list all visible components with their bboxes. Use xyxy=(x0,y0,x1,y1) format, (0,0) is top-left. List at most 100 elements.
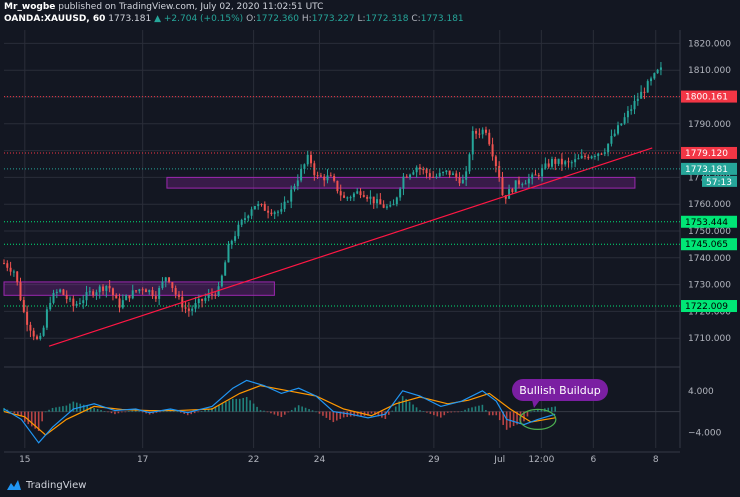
macd-histogram-bar xyxy=(13,411,16,414)
resistance-zone-2 xyxy=(166,176,636,189)
support-price-label: 1753.444 xyxy=(685,218,728,228)
macd-histogram-bar xyxy=(498,411,501,421)
candle-body xyxy=(273,212,276,215)
candle-body xyxy=(49,302,52,310)
candle-body xyxy=(359,191,362,196)
candle-body xyxy=(85,292,88,301)
candle-body xyxy=(187,308,190,311)
macd-histogram-bar xyxy=(325,411,328,418)
candle-body xyxy=(121,300,124,308)
macd-histogram-bar xyxy=(537,409,539,412)
macd-histogram-bar xyxy=(270,411,272,414)
candle-body xyxy=(52,293,55,303)
candle-body xyxy=(293,186,296,190)
macd-histogram-bar xyxy=(533,410,536,412)
candle-body xyxy=(418,167,421,170)
tradingview-brand[interactable]: TradingView xyxy=(6,479,86,491)
macd-histogram-bar xyxy=(176,411,179,413)
candle-body xyxy=(69,298,72,300)
candle-body xyxy=(461,179,464,184)
time-axis-tick-label: 24 xyxy=(314,455,326,465)
macd-histogram-bar xyxy=(540,409,543,412)
tradingview-brand-name: TradingView xyxy=(26,479,87,491)
ohlc-line: OANDA:XAUUSD, 60 1773.181 ▲ +2.704 (+0.1… xyxy=(4,14,464,24)
candle-body xyxy=(613,133,616,136)
macd-histogram-bar xyxy=(443,411,446,416)
candle-body xyxy=(445,170,448,173)
resistance-zone-1 xyxy=(3,281,275,296)
macd-histogram-bar xyxy=(121,411,123,413)
candle-body xyxy=(511,189,514,193)
resistance-price-label: 1779.120 xyxy=(685,149,728,159)
price-axis-tick-label: 1790.000 xyxy=(688,120,731,130)
candle-body xyxy=(22,300,25,312)
macd-histogram-bar xyxy=(266,411,269,413)
support-price-label-bg xyxy=(681,300,737,313)
time-axis-tick-label: 15 xyxy=(19,455,30,465)
macd-histogram-bar xyxy=(488,411,491,416)
macd-histogram-bar xyxy=(464,409,466,412)
candle-body xyxy=(626,110,629,118)
highlight-ellipse xyxy=(519,408,557,430)
candle-body xyxy=(214,294,217,296)
macd-histogram-bar xyxy=(103,411,106,412)
low-value: 1772.318 xyxy=(365,14,409,24)
macd-histogram-bar xyxy=(214,406,217,412)
candle-body xyxy=(197,298,200,304)
macd-histogram-bar xyxy=(221,403,224,412)
candle-body xyxy=(567,161,570,163)
candle-body xyxy=(521,184,524,186)
candle-body xyxy=(369,196,372,199)
macd-histogram-bar xyxy=(339,411,342,419)
price-axis-tick-label: 1730.000 xyxy=(688,281,731,291)
price-axis-tick-label: 1750.000 xyxy=(688,227,731,237)
publisher-line: Mr_wogbe published on TradingView.com, J… xyxy=(4,2,323,12)
macd-histogram-bar xyxy=(55,407,57,412)
macd-histogram-bar xyxy=(474,406,477,412)
candle-body xyxy=(544,163,547,169)
close-label: C: xyxy=(411,14,421,24)
candle-body xyxy=(125,295,128,301)
candle-body xyxy=(224,262,227,276)
candle-body xyxy=(488,132,491,145)
published-text: published on TradingView.com, July 02, 2… xyxy=(58,2,324,12)
macd-histogram-bar xyxy=(384,411,387,419)
macd-histogram-bar xyxy=(433,411,435,416)
candle-body xyxy=(603,152,606,154)
candle-body xyxy=(138,289,141,292)
macd-histogram-bar xyxy=(162,411,165,412)
macd-histogram-bar xyxy=(367,411,369,416)
macd-histogram-bar xyxy=(138,411,140,412)
macd-histogram-bar xyxy=(377,411,380,417)
symbol-label[interactable]: OANDA:XAUUSD, 60 xyxy=(4,14,106,24)
candle-body xyxy=(504,195,507,199)
candle-body xyxy=(656,69,659,74)
publisher-name[interactable]: Mr_wogbe xyxy=(4,2,56,12)
candle-body xyxy=(36,336,39,339)
candle-body xyxy=(168,277,171,283)
candle-body xyxy=(135,290,138,292)
candle-body xyxy=(26,311,29,325)
macd-histogram-bar xyxy=(186,411,189,416)
candle-body xyxy=(376,199,379,204)
macd-histogram-bar xyxy=(294,407,296,412)
candle-body xyxy=(478,133,481,135)
macd-histogram-bar xyxy=(429,411,432,414)
macd-histogram-bar xyxy=(89,406,92,412)
current-price-label: 1773.181 xyxy=(685,165,728,175)
candle-body xyxy=(382,204,385,208)
time-axis-tick-label: 22 xyxy=(248,455,259,465)
candle-body xyxy=(554,158,557,164)
candle-body xyxy=(111,288,114,296)
macd-histogram-bar xyxy=(183,411,186,414)
candle-body xyxy=(3,263,5,265)
ascending-trendline xyxy=(48,147,653,347)
candle-body xyxy=(154,296,157,299)
macd-histogram-bar xyxy=(329,411,331,420)
candle-body xyxy=(95,292,98,296)
candle-body xyxy=(194,303,197,309)
candle-body xyxy=(455,173,458,178)
candle-body xyxy=(108,285,111,289)
macd-histogram-bar xyxy=(235,398,238,412)
